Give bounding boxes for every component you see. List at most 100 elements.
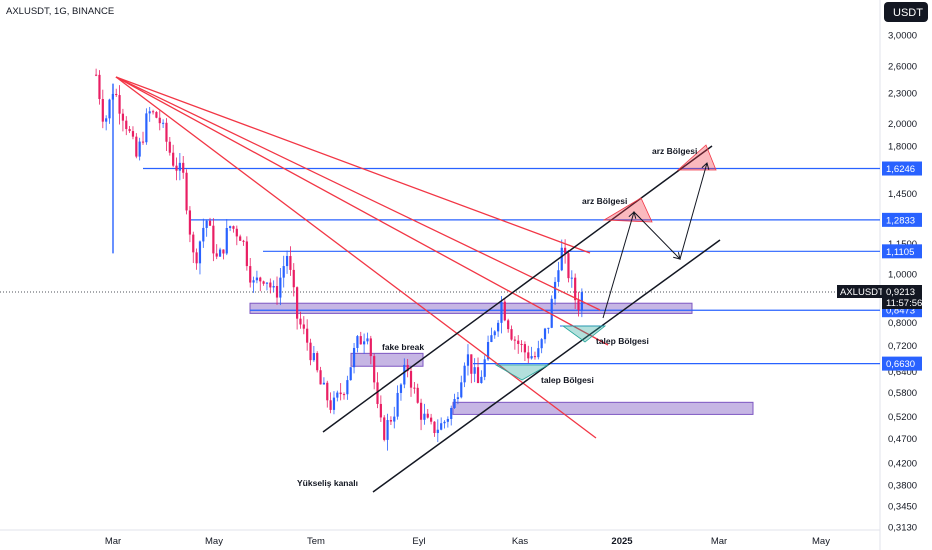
price-tick-14: 0,4200 [888,458,917,469]
price-tick-8: 0,8000 [888,318,917,329]
price-tick-16: 0,3450 [888,501,917,512]
candle-body [517,340,520,344]
candle-body [239,236,242,241]
candle-body [533,356,537,358]
candle-body [497,322,500,332]
candle-body [423,413,426,420]
candle-body [299,318,302,325]
candle-body [430,417,433,422]
candle-body [443,421,446,424]
annotation-arz-1: arz Bölgesi [582,196,627,206]
price-tick-7: 1,0000 [888,270,917,281]
candle-body [319,370,322,385]
candle-body [550,298,553,328]
candle-body [262,281,265,284]
candle-body [557,270,560,282]
candle-body [480,376,483,383]
candle-body [285,255,289,267]
candle-body [168,141,171,153]
candle-body [222,249,225,254]
candle-body [433,421,436,434]
candle-body [182,162,185,173]
candle-body [342,394,346,396]
candle-body [95,74,98,76]
candle-body [493,331,496,336]
price-tick-5: 1,4500 [888,189,917,200]
price-tick-10: 0,6400 [888,367,917,378]
candle-body [527,352,530,359]
red-trendline-1 [115,76,591,254]
candle-body [490,335,493,342]
candle-body [530,356,533,359]
candle-body [503,301,506,321]
candle-body [282,266,285,278]
arz-triangle-1 [602,197,653,223]
candle-body [292,269,295,288]
candle-body [460,382,463,398]
candle-body [393,416,396,422]
candle-body [242,240,245,242]
candle-body [570,277,573,279]
last-price-value-bg [882,285,922,309]
time-tick-0: Mar [105,536,121,547]
level-tag-1: 1,2833 [886,215,915,226]
candle-body [316,353,319,371]
price-tick-15: 0,3800 [888,480,917,491]
candle-body [151,111,155,113]
candle-body [165,122,168,142]
candle-body [346,380,349,395]
candle-body [363,341,366,345]
candle-body [419,402,423,420]
candle-body [115,93,118,96]
candle-body [376,382,379,404]
candle-body [450,407,453,419]
candle-body [128,129,131,132]
level-tag-4: 0,6630 [886,359,915,370]
candle-body [108,99,111,119]
currency-button-label[interactable]: USDT [893,7,923,19]
candle-body [399,384,403,393]
candle-body [463,365,466,383]
candle-body [466,354,470,366]
price-level-tags: 1,6246 1,2833 1,1105 0,8473 0,6630 [882,161,922,371]
candle-body [302,324,305,329]
candle-body [543,328,547,340]
candle-body [453,399,456,408]
candle-body [172,152,175,166]
candle-body [306,328,309,343]
candle-body [195,252,198,264]
candle-body [215,253,218,257]
candle-body [212,225,215,254]
zone-fake-break [350,352,424,367]
annotation-yukselis-kanali: Yükseliş kanalı [297,478,358,488]
candle-body [208,220,212,226]
candle-body [326,382,329,401]
candle-body [245,241,248,267]
last-price-symbol-bg [837,285,882,298]
last-price-value: 0,9213 [886,287,915,298]
currency-button[interactable]: USDT [884,2,928,22]
candle-body [235,228,238,237]
candle-body [574,277,577,301]
time-tick-2: Tem [307,536,325,547]
candle-body [192,234,195,253]
candle-body [396,392,399,417]
channel-upper-line [322,145,713,433]
price-tick-3: 2,0000 [888,119,917,130]
candle-body [403,364,406,385]
candle-body [229,226,232,228]
level-tag-0: 1,6246 [886,164,915,175]
level-tag-bg-1 [882,212,922,227]
level-tag-bg-2 [882,244,922,259]
time-tick-7: May [812,536,830,547]
talep-triangle-2 [494,364,550,381]
candle-body [125,120,128,130]
candle-body [426,413,429,418]
annotation-talep-2: talep Bölgesi [541,375,594,385]
currency-button-bg[interactable] [884,2,928,22]
candle-body [416,387,419,403]
time-tick-6: Mar [711,536,727,547]
candle-body [456,397,460,400]
